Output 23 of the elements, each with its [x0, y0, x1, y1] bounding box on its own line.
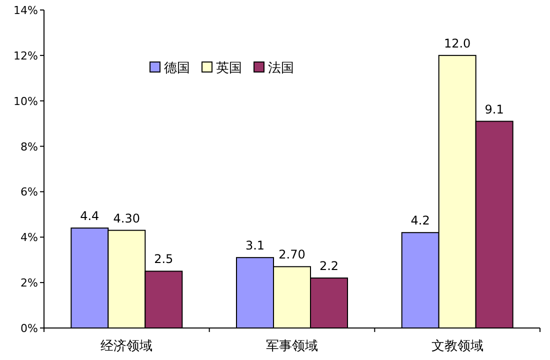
- y-tick-label: 14%: [14, 4, 38, 17]
- y-tick-label: 4%: [20, 231, 38, 244]
- data-label: 9.1: [484, 102, 504, 116]
- legend-label: 英国: [216, 61, 242, 76]
- data-label: 4.2: [410, 214, 430, 228]
- data-label: 2.70: [278, 248, 306, 262]
- data-label: 2.2: [319, 259, 339, 274]
- y-tick-label: 6%: [20, 186, 38, 199]
- data-label: 4.30: [113, 211, 140, 226]
- data-label: 12.0: [444, 36, 471, 50]
- legend-label: 法国: [268, 61, 294, 76]
- y-tick-label: 12%: [14, 49, 38, 62]
- x-tick-label: 军事领域: [266, 339, 318, 354]
- y-tick-label: 8%: [20, 140, 38, 154]
- data-label: 3.1: [245, 238, 265, 253]
- x-tick-label: 经济领域: [100, 339, 153, 354]
- y-tick-label: 0%: [20, 322, 38, 335]
- y-tick-label: 10%: [14, 94, 38, 108]
- legend-label: 德国: [164, 61, 190, 76]
- data-label: 4.4: [80, 209, 100, 224]
- y-tick-label: 2%: [20, 276, 38, 290]
- data-label: 2.5: [154, 252, 174, 266]
- x-tick-label: 文教领域: [431, 339, 484, 354]
